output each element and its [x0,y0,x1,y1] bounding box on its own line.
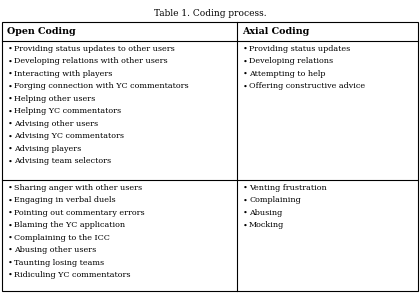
Text: Axial Coding: Axial Coding [242,27,309,36]
Text: Mocking: Mocking [249,221,284,229]
Text: Pointing out commentary errors: Pointing out commentary errors [14,209,144,217]
Text: Helping other users: Helping other users [14,95,95,103]
Text: •: • [8,259,13,267]
Text: Developing relations with other users: Developing relations with other users [14,57,168,66]
Text: Complaining to the ICC: Complaining to the ICC [14,234,110,242]
Text: Providing status updates to other users: Providing status updates to other users [14,45,175,53]
Text: Interacting with players: Interacting with players [14,70,113,78]
Text: •: • [8,45,13,53]
Text: Advising players: Advising players [14,145,81,153]
Text: Abusing: Abusing [249,209,282,217]
Text: •: • [8,95,13,103]
Text: Forging connection with YC commentators: Forging connection with YC commentators [14,82,189,91]
Text: Advising team selectors: Advising team selectors [14,157,111,165]
Text: •: • [8,184,13,192]
Text: •: • [8,70,13,78]
Text: •: • [8,145,13,153]
Text: Engaging in verbal duels: Engaging in verbal duels [14,196,116,205]
Text: •: • [8,234,13,242]
Text: •: • [243,221,248,229]
Text: •: • [8,108,13,115]
Text: •: • [8,246,13,254]
Text: Providing status updates: Providing status updates [249,45,350,53]
Text: Advising other users: Advising other users [14,120,98,128]
Text: Table 1. Coding process.: Table 1. Coding process. [154,8,266,18]
Text: Open Coding: Open Coding [7,27,76,36]
Text: Helping YC commentators: Helping YC commentators [14,108,121,115]
Text: •: • [243,209,248,217]
Text: •: • [243,184,248,192]
Text: •: • [8,132,13,140]
Text: Abusing other users: Abusing other users [14,246,96,254]
Text: Offering constructive advice: Offering constructive advice [249,82,365,91]
Text: •: • [8,57,13,66]
Text: •: • [8,120,13,128]
Text: •: • [8,157,13,165]
Text: •: • [8,209,13,217]
Text: •: • [243,57,248,66]
Text: •: • [243,70,248,78]
Text: •: • [8,221,13,229]
Text: Developing relations: Developing relations [249,57,333,66]
Text: Venting frustration: Venting frustration [249,184,327,192]
Text: Complaining: Complaining [249,196,301,205]
Text: •: • [8,82,13,91]
Text: •: • [8,271,13,279]
Text: Advising YC commentators: Advising YC commentators [14,132,124,140]
Text: •: • [243,45,248,53]
Text: •: • [8,196,13,205]
Text: Blaming the YC application: Blaming the YC application [14,221,125,229]
Text: •: • [243,196,248,205]
Text: Taunting losing teams: Taunting losing teams [14,259,104,267]
Text: •: • [243,82,248,91]
Text: Sharing anger with other users: Sharing anger with other users [14,184,142,192]
Text: Ridiculing YC commentators: Ridiculing YC commentators [14,271,131,279]
Text: Attempting to help: Attempting to help [249,70,326,78]
